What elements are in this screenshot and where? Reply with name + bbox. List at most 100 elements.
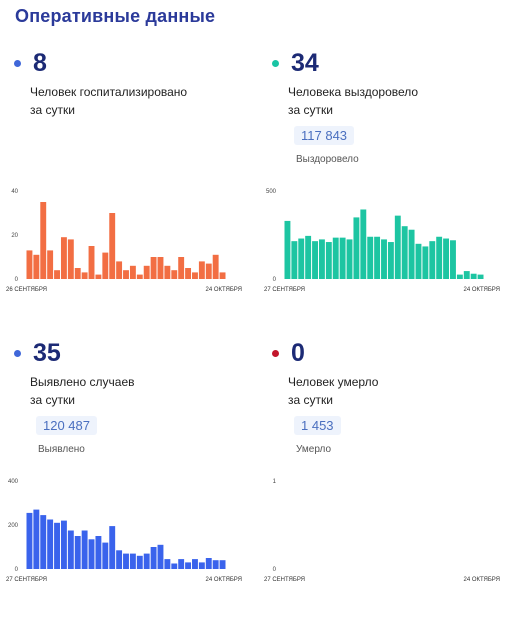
stat-value-row: 35: [14, 336, 61, 370]
bar: [387, 242, 394, 279]
bar: [408, 229, 415, 279]
bar: [470, 273, 477, 279]
stat-description: Человек умерло за сутки: [288, 373, 378, 409]
bar: [198, 562, 205, 569]
x-start-label: 27 СЕНТЯБРЯ: [264, 577, 305, 583]
bar-chart: 0 1 27 СЕНТЯБРЯ 24 ОКТЯБРЯ: [264, 479, 500, 583]
status-dot-icon: [272, 349, 279, 357]
stat-description-line2: за сутки: [288, 393, 333, 407]
total-label: Выздоровело: [296, 154, 359, 165]
y-tick-label: 200: [8, 523, 19, 529]
bar: [26, 250, 33, 279]
stat-description-line2: за сутки: [30, 103, 75, 117]
bar: [219, 272, 226, 279]
bar: [157, 257, 164, 279]
x-end-label: 24 ОКТЯБРЯ: [463, 287, 500, 293]
y-tick-label: 400: [8, 479, 19, 485]
bar: [102, 542, 109, 569]
y-tick-label: 40: [11, 189, 18, 195]
bar: [312, 241, 318, 279]
bar: [164, 559, 171, 569]
bar: [150, 547, 157, 569]
bar: [353, 217, 360, 279]
bar: [129, 553, 136, 569]
bar: [88, 246, 95, 279]
bar: [123, 553, 129, 569]
bar: [422, 246, 429, 279]
bar: [143, 553, 150, 569]
bar: [47, 519, 54, 569]
bar: [109, 526, 116, 569]
y-tick-label: 0: [273, 567, 277, 573]
total-badge: 120 487: [36, 416, 97, 435]
bar: [394, 215, 401, 279]
bar: [95, 274, 102, 279]
chart-died: 0 1 27 СЕНТЯБРЯ 24 ОКТЯБРЯ: [262, 475, 502, 585]
bar: [192, 272, 198, 279]
bar: [339, 237, 346, 279]
stat-card-died: 0 Человек умерло за сутки 1 453 Умерло: [272, 336, 512, 626]
bar: [47, 250, 54, 279]
bar: [346, 239, 353, 279]
bar: [185, 268, 192, 279]
bar: [450, 240, 456, 279]
bar: [74, 268, 81, 279]
y-tick-label: 0: [15, 277, 19, 283]
total-label: Выявлено: [38, 444, 85, 455]
bar: [178, 559, 185, 569]
bar: [205, 263, 212, 279]
bar: [185, 562, 192, 569]
y-tick-label: 500: [266, 189, 277, 195]
stat-card-recovered: 34 Человека выздоровело за сутки 117 843…: [272, 46, 512, 336]
bar: [415, 243, 422, 279]
bar: [40, 515, 47, 569]
bar: [129, 265, 136, 279]
y-tick-label: 1: [273, 479, 277, 485]
x-end-label: 24 ОКТЯБРЯ: [205, 287, 242, 293]
y-tick-label: 20: [11, 233, 18, 239]
x-end-label: 24 ОКТЯБРЯ: [463, 577, 500, 583]
bar: [192, 559, 198, 569]
status-dot-icon: [14, 349, 21, 357]
total-label: Умерло: [296, 444, 332, 455]
bar: [374, 236, 381, 279]
bar: [381, 239, 387, 279]
stat-value: 34: [291, 48, 319, 77]
bar: [60, 520, 67, 569]
chart-hospitalized: 0 20 40 26 СЕНТЯБРЯ 24 ОКТЯБРЯ: [4, 185, 244, 295]
bar: [136, 274, 143, 279]
bar: [81, 530, 88, 569]
bar: [88, 539, 95, 569]
bar: [81, 272, 88, 279]
bar: [212, 254, 219, 279]
x-start-label: 27 СЕНТЯБРЯ: [6, 577, 47, 583]
bar: [367, 236, 374, 279]
stat-description-line1: Человек госпитализировано: [30, 85, 188, 99]
stat-value: 0: [291, 338, 305, 367]
bar: [171, 270, 178, 279]
stat-description-line2: за сутки: [30, 393, 75, 407]
bar: [33, 509, 40, 569]
stat-description: Человека выздоровело за сутки: [288, 83, 418, 119]
bar: [298, 238, 305, 279]
bar: [136, 555, 143, 569]
bar: [429, 241, 436, 279]
bar: [150, 257, 157, 279]
bar: [332, 237, 339, 279]
bar: [325, 242, 332, 279]
y-tick-label: 0: [273, 277, 277, 283]
bar: [205, 558, 212, 569]
bar: [305, 235, 312, 279]
stat-value-row: 0: [272, 336, 305, 370]
bar: [67, 530, 74, 569]
total-badge: 1 453: [294, 416, 341, 435]
bar-chart: 0 20 40 26 СЕНТЯБРЯ 24 ОКТЯБРЯ: [6, 189, 242, 293]
bar: [123, 270, 129, 279]
bar: [95, 536, 102, 569]
x-start-label: 27 СЕНТЯБРЯ: [264, 287, 305, 293]
stat-card-hospitalized: 8 Человек госпитализировано за сутки: [14, 46, 254, 336]
status-dot-icon: [272, 59, 279, 67]
bar: [401, 226, 408, 279]
stat-description-line1: Человека выздоровело: [288, 85, 419, 99]
bar: [318, 239, 325, 279]
